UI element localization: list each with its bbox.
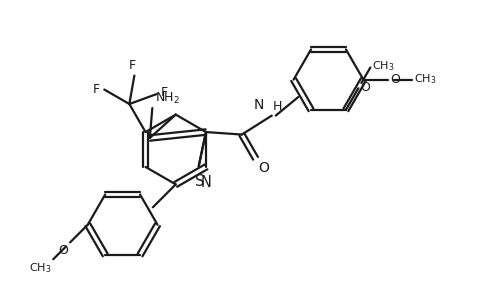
Text: N: N	[200, 175, 211, 190]
Text: O: O	[58, 244, 68, 257]
Text: NH$_2$: NH$_2$	[155, 91, 180, 106]
Text: CH$_3$: CH$_3$	[372, 60, 395, 74]
Text: CH$_3$: CH$_3$	[414, 73, 437, 86]
Text: F: F	[129, 59, 136, 71]
Text: F: F	[160, 86, 168, 99]
Text: F: F	[93, 83, 100, 96]
Text: S: S	[195, 174, 204, 189]
Text: O: O	[390, 73, 400, 86]
Text: N: N	[254, 98, 264, 112]
Text: O: O	[259, 161, 270, 175]
Text: CH$_3$: CH$_3$	[29, 261, 51, 275]
Text: O: O	[360, 81, 370, 94]
Text: H: H	[273, 100, 282, 113]
